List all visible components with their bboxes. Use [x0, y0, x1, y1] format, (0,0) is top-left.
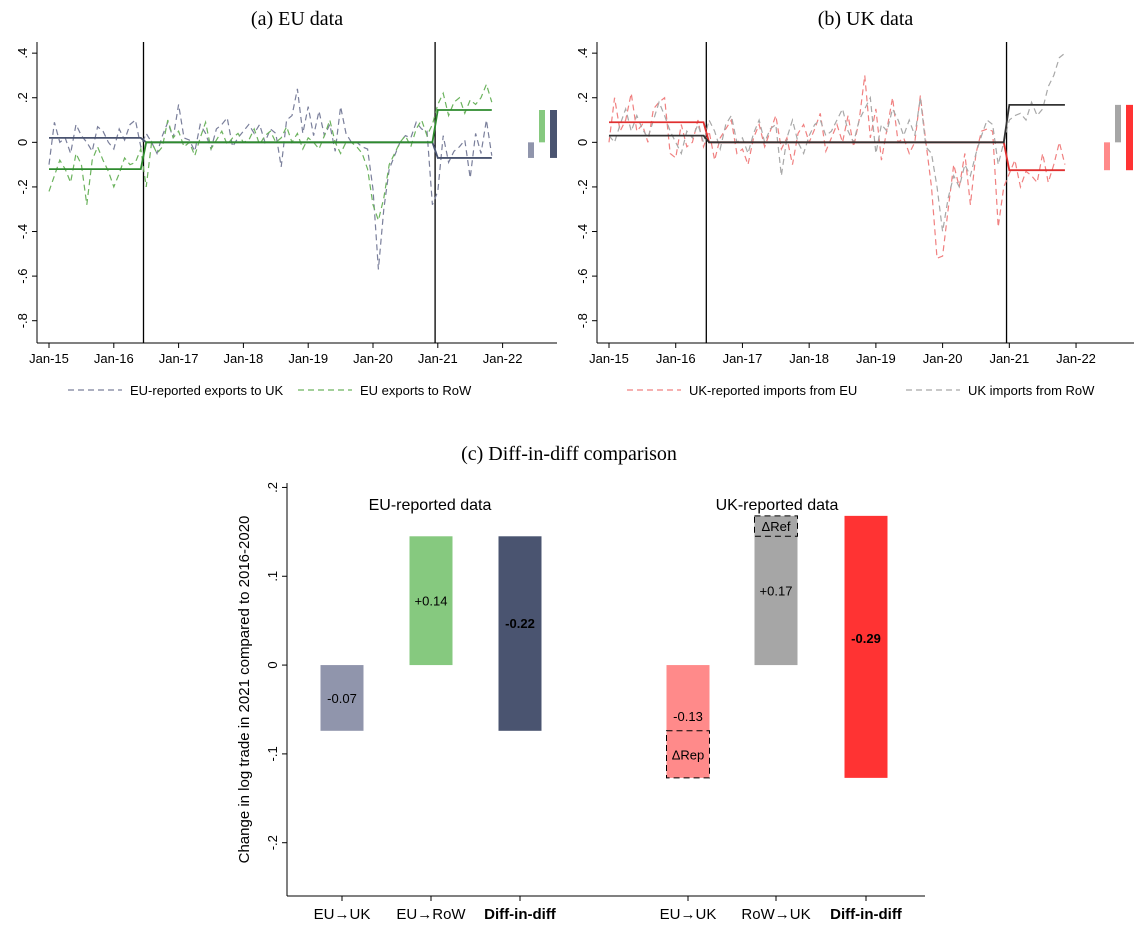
x-tick-label: Jan-22 [483, 351, 523, 366]
series-line-0 [608, 75, 1066, 260]
x-tick-label: Jan-16 [656, 351, 696, 366]
side-bar-1 [539, 110, 545, 143]
group-label: EU-reported data [369, 497, 492, 514]
panel-title: (c) Diff-in-diff comparison [461, 443, 677, 465]
legend-label: EU-reported exports to UK [130, 383, 284, 398]
x-tick-label: Jan-19 [288, 351, 328, 366]
category-label: Diff-in-diff [830, 906, 903, 923]
x-tick-label: Jan-20 [923, 351, 963, 366]
side-bar-2 [1126, 104, 1133, 171]
series-line-1 [48, 82, 493, 223]
bar [409, 536, 453, 666]
bar [844, 515, 888, 778]
x-tick-label: Jan-16 [94, 351, 134, 366]
data-label: +0.17 [760, 583, 793, 598]
y-tick-label: -.2 [15, 179, 30, 194]
x-tick-label: Jan-22 [1056, 351, 1096, 366]
y-tick-label: -.4 [15, 224, 30, 239]
panel-title: (a) EU data [251, 8, 343, 30]
y-tick-label: -.1 [265, 746, 280, 761]
y-tick-label: .4 [15, 48, 30, 59]
x-tick-label: Jan-19 [856, 351, 896, 366]
bar [320, 665, 364, 731]
panel-title: (b) UK data [818, 8, 914, 30]
y-tick-label: -.8 [575, 313, 590, 328]
x-tick-label: Jan-15 [589, 351, 629, 366]
bar [498, 536, 542, 731]
data-label: -0.29 [851, 631, 881, 646]
x-tick-label: Jan-17 [723, 351, 763, 366]
y-tick-label: -.6 [15, 269, 30, 284]
x-tick-label: Jan-21 [989, 351, 1029, 366]
plot-area [37, 42, 557, 343]
x-tick-label: Jan-18 [224, 351, 264, 366]
data-label: -0.13 [673, 709, 703, 724]
y-tick-label: 0 [15, 139, 30, 146]
delta-box [666, 730, 710, 779]
side-bar-1 [1115, 104, 1121, 143]
y-tick-label: .2 [15, 92, 30, 103]
x-tick-label: Jan-15 [29, 351, 69, 366]
side-bar-0 [528, 142, 534, 158]
y-tick-label: .2 [575, 92, 590, 103]
x-tick-label: Jan-21 [418, 351, 458, 366]
category-label: EU→RoW [396, 906, 466, 923]
bar [666, 665, 710, 778]
delta-box [754, 515, 798, 537]
legend-label: EU exports to RoW [360, 383, 472, 398]
legend-label: UK-reported imports from EU [689, 383, 857, 398]
series-line-1 [608, 52, 1066, 232]
y-tick-label: -.4 [575, 224, 590, 239]
mean-line-3 [49, 109, 492, 170]
y-tick-label: -.8 [15, 313, 30, 328]
y-tick-label: -.6 [575, 269, 590, 284]
y-axis-label: Change in log trade in 2021 compared to … [236, 516, 253, 864]
delta-box-label: ΔRep [672, 747, 705, 762]
panel-b-uk-data: (b) UK data .4 .2 0 -.2 -.4 -.6 -.8 Jan-15 Jan-16… [575, 8, 1134, 398]
category-label: EU→UK [660, 906, 717, 923]
category-label: RoW→UK [741, 906, 810, 923]
mean-line-3 [609, 103, 1065, 144]
x-tick-label: Jan-18 [789, 351, 829, 366]
y-tick-label: .2 [265, 482, 280, 493]
y-tick-label: 0 [575, 139, 590, 146]
group-label: UK-reported data [716, 497, 839, 514]
bar [754, 515, 798, 666]
data-label: +0.14 [415, 594, 448, 609]
data-label: -0.22 [505, 616, 535, 631]
y-tick-label: .1 [265, 571, 280, 582]
y-tick-label: -.2 [265, 835, 280, 850]
delta-box-label: ΔRef [762, 519, 791, 534]
mean-line-2 [49, 136, 492, 159]
data-label: -0.07 [327, 691, 357, 706]
panel-c-diff-in-diff: (c) Diff-in-diff comparison Change in log… [236, 443, 925, 923]
y-tick-label: -.2 [575, 179, 590, 194]
side-bar-2 [550, 110, 557, 158]
legend-label: UK imports from RoW [968, 383, 1095, 398]
category-label: EU→UK [314, 906, 371, 923]
side-bar-0 [1104, 142, 1110, 171]
y-tick-label: 0 [265, 661, 280, 668]
y-tick-label: .4 [575, 48, 590, 59]
x-tick-label: Jan-20 [353, 351, 393, 366]
panel-a-eu-data: (a) EU data .4 .2 0 -.2 -.4 -.6 -.8 Jan-15 Jan-16… [15, 8, 557, 398]
category-label: Diff-in-diff [484, 906, 557, 923]
series-line-0 [48, 88, 493, 270]
x-tick-label: Jan-17 [159, 351, 199, 366]
